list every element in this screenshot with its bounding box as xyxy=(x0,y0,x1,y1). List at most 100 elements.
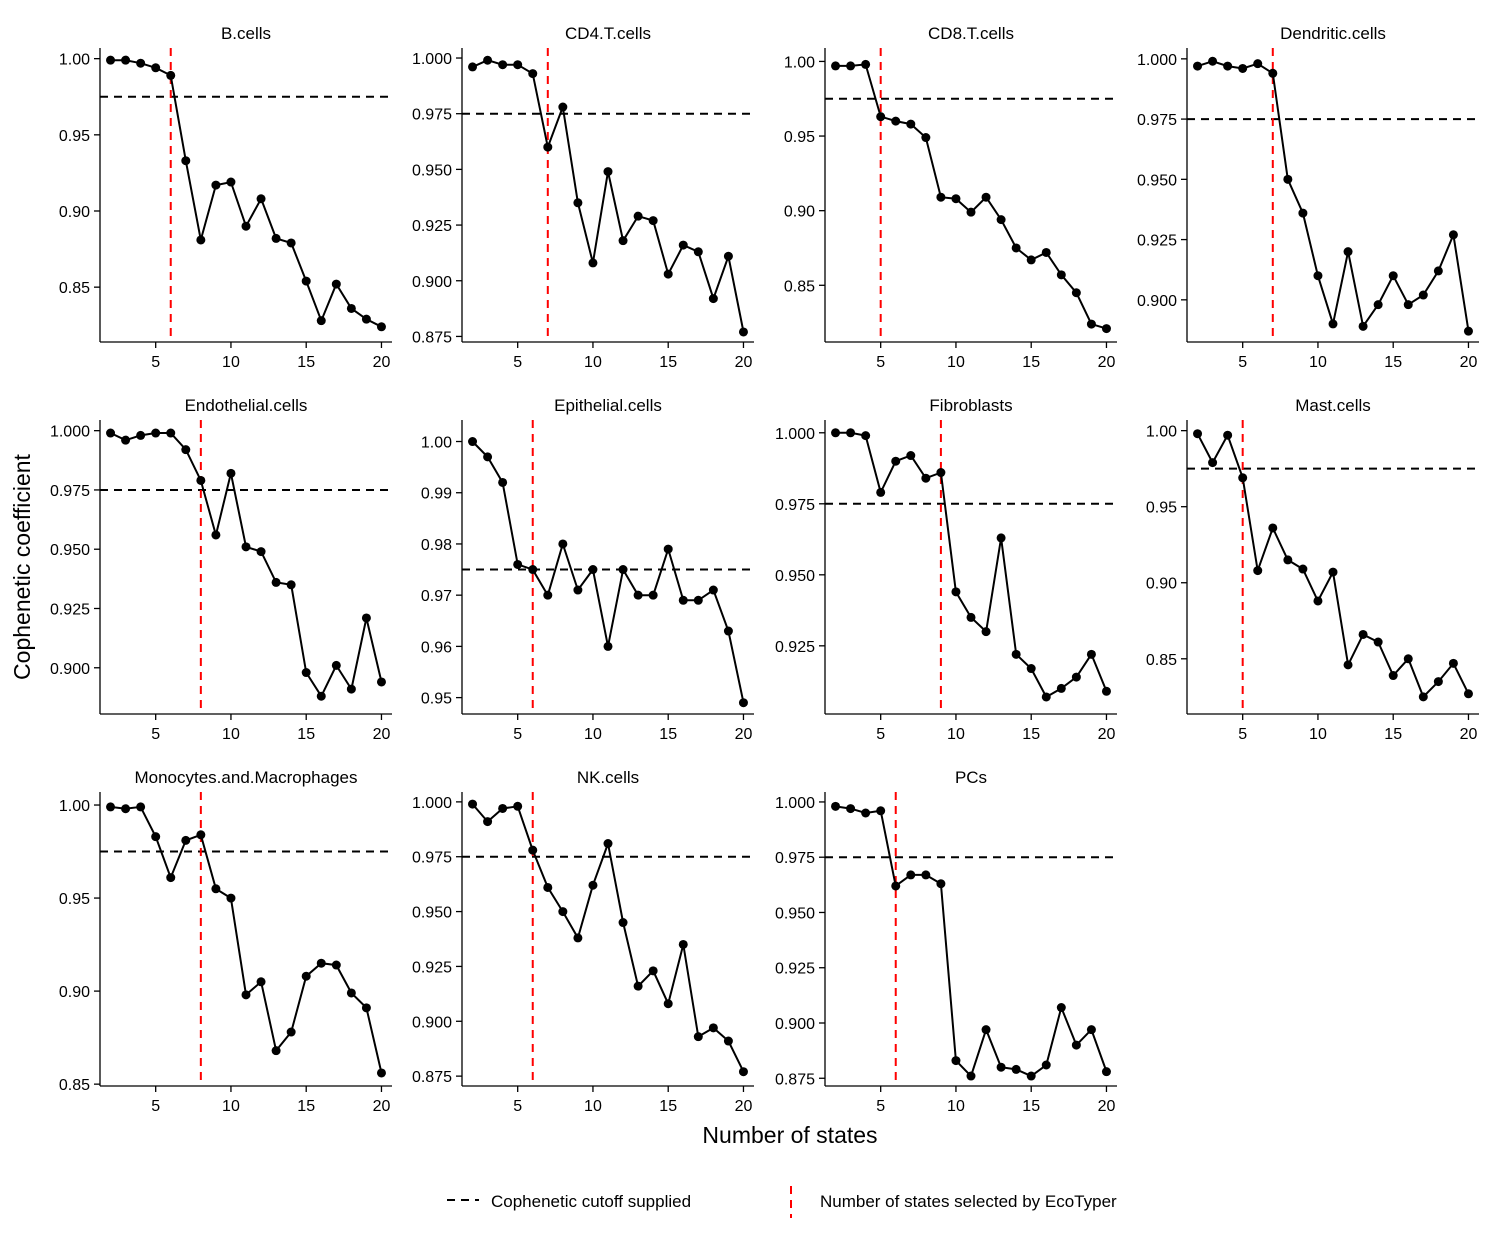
data-point xyxy=(1388,271,1398,281)
data-point xyxy=(936,879,946,889)
data-point xyxy=(693,595,703,605)
data-point xyxy=(1056,270,1066,280)
data-point xyxy=(286,1027,296,1037)
data-point xyxy=(603,167,613,177)
data-point xyxy=(951,587,961,597)
panel-fibroblasts: Fibroblasts 0.925 0.950 0.975 1.000 5 10 15 20 xyxy=(775,396,1117,743)
data-point xyxy=(1463,326,1473,336)
data-point xyxy=(331,960,341,970)
series-line xyxy=(472,59,745,333)
legend-selected-label: Number of states selected by EcoTyper xyxy=(820,1192,1117,1211)
data-point xyxy=(1373,300,1383,310)
data-point xyxy=(1253,566,1263,576)
data-point xyxy=(513,60,523,70)
panel-cd8-t-cells: CD8.T.cells 0.85 0.90 0.95 1.00 5 10 15 20 xyxy=(784,24,1117,371)
data-point xyxy=(738,698,748,708)
data-point xyxy=(316,691,326,701)
data-point xyxy=(693,1032,703,1042)
data-point xyxy=(921,473,931,483)
y-tick-label: 0.90 xyxy=(59,984,90,1001)
data-point xyxy=(1026,255,1036,265)
y-tick-label: 0.925 xyxy=(412,218,452,235)
x-tick-label: 5 xyxy=(151,354,160,371)
x-tick-label: 20 xyxy=(373,1098,391,1115)
data-point xyxy=(1268,68,1278,78)
panel-cd4-t-cells: CD4.T.cells 0.875 0.900 0.925 0.950 0.975 1.00… xyxy=(412,24,754,371)
y-tick-label: 0.975 xyxy=(412,850,452,867)
data-point xyxy=(1011,243,1021,253)
data-point xyxy=(1283,174,1293,184)
data-point xyxy=(1101,686,1111,696)
x-tick-label: 15 xyxy=(1022,726,1040,743)
data-point xyxy=(1071,288,1081,298)
data-point xyxy=(226,893,236,903)
data-point xyxy=(1223,430,1233,440)
data-point xyxy=(1238,473,1248,483)
legend: Cophenetic cutoff supplied Number of sta… xyxy=(447,1186,1117,1218)
data-point xyxy=(723,626,733,636)
x-tick-label: 5 xyxy=(151,1098,160,1115)
x-tick-label: 15 xyxy=(297,354,315,371)
data-point xyxy=(271,1046,281,1056)
y-tick-label: 0.925 xyxy=(1137,233,1177,250)
series-line xyxy=(835,431,1108,699)
data-point xyxy=(226,177,236,187)
x-tick-label: 10 xyxy=(1309,726,1327,743)
x-tick-label: 20 xyxy=(1098,1098,1116,1115)
data-point xyxy=(573,585,583,595)
x-tick-label: 15 xyxy=(1384,726,1402,743)
x-tick-label: 20 xyxy=(373,354,391,371)
data-point xyxy=(1193,61,1203,71)
y-tick-label: 0.90 xyxy=(59,204,90,221)
data-point xyxy=(951,1056,961,1066)
data-point xyxy=(1388,671,1398,681)
data-point xyxy=(331,279,341,289)
x-tick-label: 5 xyxy=(876,726,885,743)
data-point xyxy=(513,801,523,811)
data-point xyxy=(498,477,508,487)
panel-mast-cells: Mast.cells 0.85 0.90 0.95 1.00 5 10 15 20 xyxy=(1146,396,1479,743)
x-tick-label: 20 xyxy=(735,354,753,371)
y-tick-label: 0.975 xyxy=(50,483,90,500)
data-point xyxy=(196,235,206,245)
y-tick-label: 0.900 xyxy=(1137,293,1177,310)
x-tick-label: 5 xyxy=(513,354,522,371)
series-line xyxy=(110,59,382,328)
panel-epithelial-cells: Epithelial.cells 0.95 0.96 0.97 0.98 0.99 1.00… xyxy=(421,396,754,743)
data-point xyxy=(286,238,296,248)
data-point xyxy=(618,236,628,246)
data-point xyxy=(1343,247,1353,257)
data-point xyxy=(708,1023,718,1033)
x-axis-label: Number of states xyxy=(702,1122,877,1148)
y-tick-label: 0.875 xyxy=(412,1069,452,1086)
data-point xyxy=(1358,321,1368,331)
data-point xyxy=(648,590,658,600)
data-point xyxy=(1041,692,1051,702)
data-point xyxy=(633,981,643,991)
data-point xyxy=(876,806,886,816)
data-point xyxy=(1448,658,1458,668)
data-point xyxy=(831,61,841,71)
data-point xyxy=(996,533,1006,543)
data-point xyxy=(1193,429,1203,439)
data-point xyxy=(708,585,718,595)
data-point xyxy=(241,542,251,552)
x-tick-label: 20 xyxy=(1098,354,1116,371)
data-point xyxy=(891,881,901,891)
panel-title: Monocytes.and.Macrophages xyxy=(134,768,357,787)
data-point xyxy=(1283,555,1293,565)
y-tick-label: 0.925 xyxy=(412,959,452,976)
panel-monocytes-and-macrophages: Monocytes.and.Macrophages 0.85 0.90 0.95 1.0… xyxy=(59,768,392,1115)
data-point xyxy=(678,595,688,605)
x-tick-label: 10 xyxy=(1309,354,1327,371)
panel-dendritic-cells: Dendritic.cells 0.900 0.925 0.950 0.975 1.000… xyxy=(1137,24,1479,371)
x-tick-label: 5 xyxy=(1238,354,1247,371)
data-point xyxy=(603,641,613,651)
x-tick-label: 20 xyxy=(1460,726,1478,743)
data-point xyxy=(241,221,251,231)
data-point xyxy=(1373,637,1383,647)
y-tick-label: 0.95 xyxy=(1146,500,1177,517)
data-point xyxy=(241,990,251,1000)
